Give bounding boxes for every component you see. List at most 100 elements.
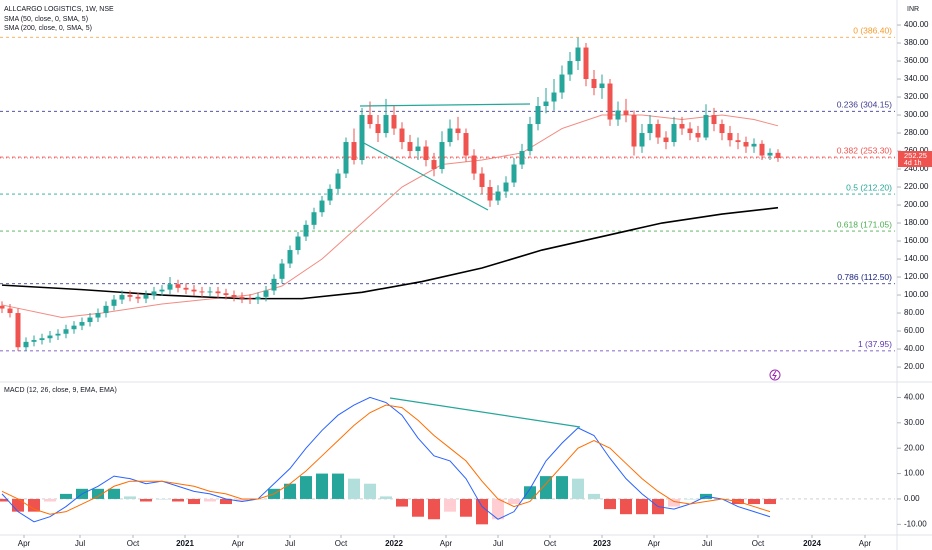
candle-body — [239, 296, 245, 299]
histogram-bar — [636, 498, 648, 515]
event-icon[interactable] — [769, 369, 781, 381]
trend-line — [361, 141, 489, 211]
candle-body — [775, 152, 781, 159]
candle-body — [335, 173, 341, 189]
candle-body — [327, 188, 333, 201]
candle-body — [631, 115, 637, 147]
candle-body — [87, 317, 93, 323]
candle-body — [527, 124, 533, 152]
x-tick-label: 2021 — [176, 539, 194, 548]
candle-body — [511, 164, 517, 183]
candle-body — [311, 212, 317, 225]
indicator-line — [1, 396, 771, 523]
candle-body — [319, 200, 325, 213]
candle-body — [671, 124, 677, 143]
candle-body — [695, 133, 701, 138]
x-tick-label: Apr — [440, 539, 453, 548]
y-tick-label: -10.00 — [904, 519, 927, 528]
histogram-bar — [188, 498, 200, 505]
candle-body — [751, 143, 757, 147]
histogram-bar — [748, 498, 760, 505]
candle-body — [487, 187, 493, 201]
histogram-bar — [588, 493, 600, 499]
candle-body — [423, 146, 429, 161]
candle-body — [535, 106, 541, 125]
candle-body — [31, 340, 37, 342]
candle-body — [503, 182, 509, 192]
fib-label: 1 (37.95) — [858, 339, 892, 349]
candle-body — [231, 295, 237, 297]
bar-countdown: 4d 1h — [904, 160, 922, 167]
y-tick-label: 260.00 — [904, 146, 929, 155]
y-tick-label: 40.00 — [904, 393, 925, 402]
x-tick-label: Oct — [335, 539, 348, 548]
candle-body — [135, 296, 141, 299]
histogram-bar — [556, 476, 568, 499]
candle-body — [455, 128, 461, 134]
histogram-bar — [364, 483, 376, 499]
candle-body — [655, 124, 661, 138]
candle-body — [391, 115, 397, 129]
histogram-bar — [332, 473, 344, 499]
histogram-bar — [236, 498, 248, 502]
x-tick-label: Apr — [232, 539, 245, 548]
fib-label: 0 (386.40) — [853, 26, 892, 36]
histogram-bar — [60, 493, 72, 499]
histogram-bar — [492, 498, 504, 520]
candle-body — [367, 115, 373, 125]
candle-body — [567, 61, 573, 75]
y-tick-label: 360.00 — [904, 56, 929, 65]
histogram-bar — [28, 498, 40, 512]
candle-body — [175, 284, 181, 288]
histogram-bar — [140, 498, 152, 502]
histogram-bar — [380, 496, 392, 499]
histogram-bar — [316, 473, 328, 499]
candle-body — [303, 224, 309, 237]
histogram-bar — [764, 498, 776, 505]
fib-label: 0.618 (171.05) — [837, 219, 892, 229]
candle-body — [199, 291, 205, 293]
candle-body — [663, 137, 669, 143]
candle-body — [127, 295, 133, 297]
candle-body — [351, 142, 357, 161]
histogram-bar — [684, 498, 696, 500]
candle-body — [607, 83, 613, 120]
y-tick-label: 200.00 — [904, 200, 929, 209]
histogram-bar — [92, 488, 104, 499]
y-tick-label: 140.00 — [904, 254, 929, 263]
candle-body — [143, 295, 149, 299]
candle-body — [471, 155, 477, 174]
histogram-bar — [156, 498, 168, 500]
histogram-bar — [444, 498, 456, 512]
legend-entry: SMA (200, close, 0, SMA, 5) — [4, 25, 92, 32]
y-tick-label: 380.00 — [904, 38, 929, 47]
candle-body — [359, 115, 365, 161]
candle-body — [431, 160, 437, 170]
y-tick-label: 220.00 — [904, 182, 929, 191]
y-tick-label: 340.00 — [904, 74, 929, 83]
candle-body — [687, 128, 693, 134]
histogram-bar — [604, 498, 616, 510]
currency-label: INR — [907, 6, 919, 13]
candle-body — [63, 329, 69, 334]
candle-body — [711, 115, 717, 125]
candle-body — [743, 142, 749, 147]
candle-body — [767, 152, 773, 156]
candle-body — [479, 173, 485, 188]
y-tick-label: 40.00 — [904, 344, 925, 353]
event-icon-bolt — [772, 370, 777, 380]
histogram-bar — [396, 498, 408, 507]
trend-line — [359, 103, 531, 107]
trend-line — [389, 397, 581, 428]
candle-body — [551, 92, 557, 102]
candle-body — [495, 191, 501, 201]
indicator-line — [1, 404, 771, 515]
histogram-bar — [508, 498, 520, 505]
candle-body — [287, 250, 293, 264]
candle-body — [47, 335, 53, 339]
chart-title: ALLCARGO LOGISTICS, 1W, NSE — [4, 6, 114, 13]
histogram-bar — [220, 498, 232, 505]
y-tick-label: 0.00 — [904, 494, 920, 503]
y-tick-label: 400.00 — [904, 20, 929, 29]
